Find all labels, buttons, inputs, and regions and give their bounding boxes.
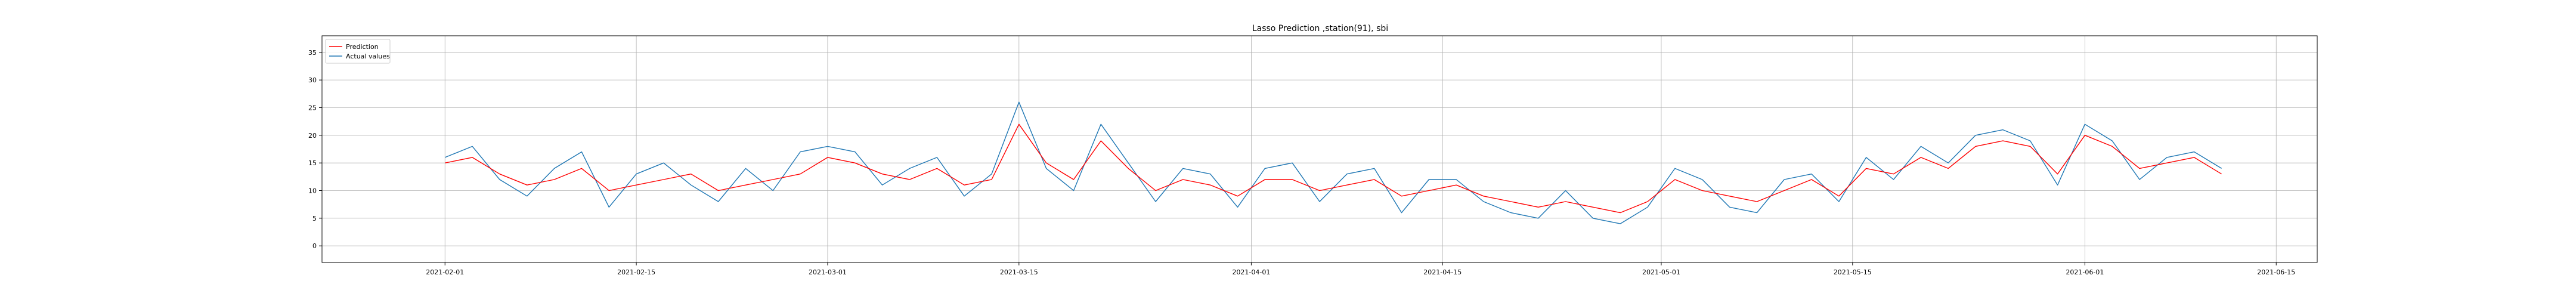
legend-box [325,39,391,64]
x-tick-label: 2021-02-15 [617,268,655,276]
y-tick-label: 25 [308,104,317,112]
x-tick-label: 2021-02-01 [426,268,464,276]
y-tick-label: 5 [312,215,317,222]
y-tick-label: 10 [308,187,317,195]
legend-label: Prediction [346,43,379,51]
y-tick-label: 0 [312,242,317,250]
x-tick-label: 2021-03-15 [1000,268,1038,276]
series-line-prediction [445,123,2222,214]
x-tick-label: 2021-06-15 [2257,268,2295,276]
x-tick-label: 2021-06-01 [2066,268,2104,276]
x-tick-label: 2021-04-01 [1232,268,1270,276]
x-tick-label: 2021-05-15 [1834,268,1872,276]
series-layer [445,101,2222,224]
axis-ticks: 2021-02-01 2021-02-15 2021-03-01 2021-03-15… [308,49,2295,276]
x-tick-label: 2021-03-01 [809,268,847,276]
plot-frame [321,35,2318,263]
legend-label: Actual values [346,52,390,60]
y-tick-label: 30 [308,76,317,84]
chart-title: Lasso Prediction ,station(91), sbi [1252,24,1388,33]
y-tick-label: 15 [308,159,317,167]
y-tick-label: 20 [308,132,317,140]
grid [322,36,2317,262]
x-tick-label: 2021-05-01 [1642,268,1680,276]
x-tick-label: 2021-04-15 [1423,268,1462,276]
y-tick-label: 35 [308,49,317,57]
